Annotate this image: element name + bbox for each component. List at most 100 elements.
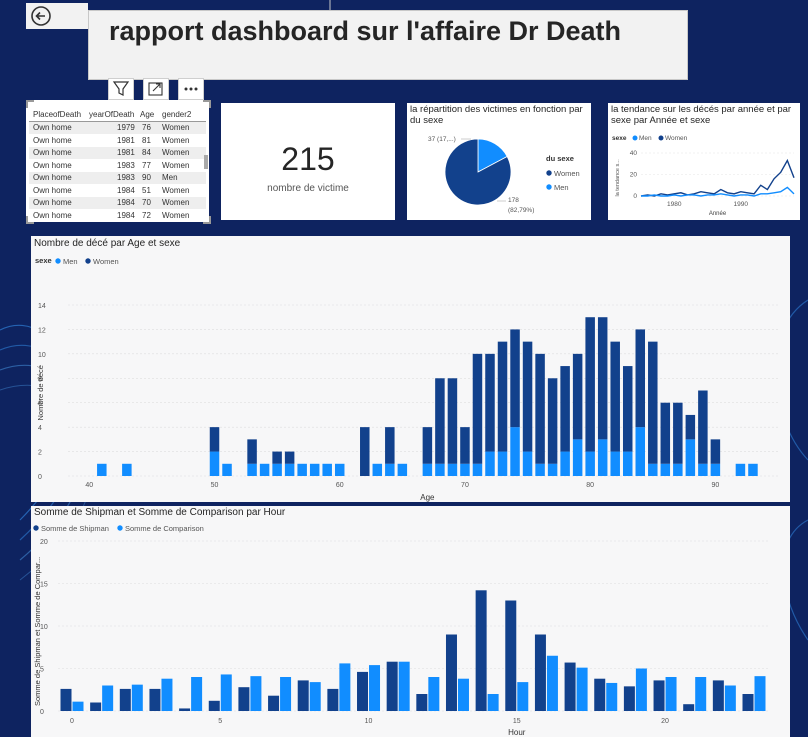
- title-card: rapport dashboard sur l'affaire Dr Death: [88, 10, 688, 80]
- bar-comparison: [131, 684, 143, 711]
- table-cell: Women: [162, 123, 190, 132]
- bar-shipman: [357, 671, 369, 711]
- more-options-button[interactable]: [178, 78, 204, 100]
- age-chart-title: Nombre de décé par Age et sexe: [34, 238, 181, 249]
- y-tick-label: 14: [38, 303, 46, 310]
- bar-men: [222, 463, 232, 476]
- age-bar-chart: sexe Men Women 0 2 4 6 8 10 12 14 40 50 60 70 80 90 Nombr…: [35, 256, 778, 502]
- bar-women: [635, 329, 646, 428]
- filter-icon: [112, 81, 130, 96]
- bar-men: [472, 463, 483, 476]
- bar-shipman: [505, 600, 517, 711]
- selection-corner[interactable]: [26, 216, 34, 224]
- column-header[interactable]: yearOfDeath: [89, 110, 135, 119]
- bar-comparison: [339, 663, 351, 711]
- bar-shipman: [594, 678, 606, 711]
- bar-comparison: [250, 676, 262, 711]
- back-arrow-icon[interactable]: [30, 5, 52, 27]
- bar-women: [435, 378, 445, 464]
- bar-men: [522, 451, 533, 476]
- bar-women: [472, 353, 483, 464]
- table-cell: 1984: [117, 185, 135, 195]
- legend-marker-women: [658, 135, 664, 141]
- table-row[interactable]: Own home 1979 76 Women: [29, 122, 206, 134]
- bar-comparison: [635, 668, 647, 711]
- bar-shipman: [208, 700, 220, 711]
- pie-slice-women: [444, 138, 512, 206]
- table-scrollbar[interactable]: [204, 155, 208, 169]
- bar-women: [597, 317, 608, 440]
- hour-chart-title: Somme de Shipman et Somme de Comparison …: [34, 507, 286, 518]
- bar-men: [710, 463, 721, 476]
- column-header[interactable]: Age: [140, 110, 155, 119]
- line-series-women: [640, 158, 795, 197]
- legend-marker-women: [85, 258, 91, 264]
- x-tick-label: 60: [336, 482, 344, 489]
- bar-men: [610, 451, 620, 476]
- bar-women: [247, 439, 257, 464]
- y-tick-label: 12: [38, 327, 46, 334]
- bar-men: [460, 463, 470, 476]
- table-row[interactable]: Own home 1983 90 Men: [29, 172, 206, 184]
- y-tick-label: 0: [40, 709, 44, 716]
- bar-women: [360, 427, 370, 476]
- bar-women: [648, 341, 658, 464]
- x-axis-label: Age: [420, 493, 435, 502]
- x-axis-label: Année: [709, 211, 727, 217]
- x-tick-label: 1980: [667, 201, 682, 208]
- x-tick-label: 50: [211, 482, 219, 489]
- table-row[interactable]: Own home 1984 51 Women: [29, 184, 206, 197]
- pie-legend-title: du sexe: [546, 154, 574, 163]
- table-cell: 1983: [117, 160, 135, 170]
- bar-women: [585, 317, 595, 452]
- table-cell: Women: [162, 210, 190, 220]
- y-tick-label: 10: [38, 352, 46, 359]
- bar-women: [560, 366, 570, 452]
- legend-marker-men: [546, 184, 552, 190]
- bar-women: [673, 402, 683, 464]
- kpi-label: nombre de victime: [267, 183, 349, 194]
- bar-men: [272, 463, 282, 476]
- bar-shipman: [179, 708, 191, 711]
- table-row[interactable]: Own home 1981 81 Women: [29, 134, 206, 147]
- x-tick-label: 10: [365, 718, 373, 725]
- bar-women: [209, 427, 220, 452]
- hour-bar-chart: Somme de Shipman Somme de Comparison 0 5 10 1…: [33, 524, 768, 737]
- table-row[interactable]: Own home 1983 77 Women: [29, 159, 206, 172]
- age-chart-card: Nombre de décé par Age et sexe sexe Men Wo…: [31, 236, 790, 502]
- bar-shipman: [327, 688, 339, 711]
- bar-shipman: [416, 694, 428, 711]
- column-header[interactable]: PlaceofDeath: [33, 110, 82, 119]
- table-cell: Own home: [33, 210, 72, 220]
- bar-men: [685, 439, 696, 476]
- pie-chart: 37 (17,...) 178 (82,79%) du sexe Women Men: [428, 136, 580, 214]
- selection-corner[interactable]: [26, 100, 34, 108]
- table-cell: Own home: [33, 148, 72, 157]
- line-legend-title: sexe: [612, 135, 627, 142]
- bar-men: [698, 463, 708, 476]
- table-row[interactable]: Own home 1984 72 Women: [29, 209, 206, 220]
- legend-label-comparison: Somme de Comparison: [125, 524, 204, 533]
- table-row[interactable]: Own home 1981 84 Women: [29, 147, 206, 159]
- table-cell: 1979: [117, 123, 135, 132]
- bar-women: [485, 353, 495, 452]
- x-tick-label: 15: [513, 718, 521, 725]
- bar-comparison: [576, 667, 588, 711]
- focus-mode-button[interactable]: [143, 78, 169, 100]
- y-tick-label: 2: [38, 450, 42, 457]
- column-header[interactable]: gender2: [162, 110, 192, 119]
- bar-shipman: [149, 688, 161, 711]
- pie-card: la répartition des victimes en fonction …: [407, 103, 591, 220]
- table-row[interactable]: Own home 1984 70 Women: [29, 197, 206, 209]
- bar-shipman: [475, 590, 487, 711]
- bar-shipman: [564, 662, 576, 711]
- bar-women: [535, 353, 545, 464]
- selection-corner[interactable]: [203, 216, 211, 224]
- y-tick-label: 0: [38, 474, 42, 481]
- bar-women: [284, 451, 295, 464]
- legend-label-men: Men: [554, 183, 569, 192]
- filter-button[interactable]: [108, 78, 134, 100]
- selection-corner[interactable]: [203, 100, 211, 108]
- bar-comparison: [517, 682, 529, 711]
- legend-label-women: Women: [554, 169, 580, 178]
